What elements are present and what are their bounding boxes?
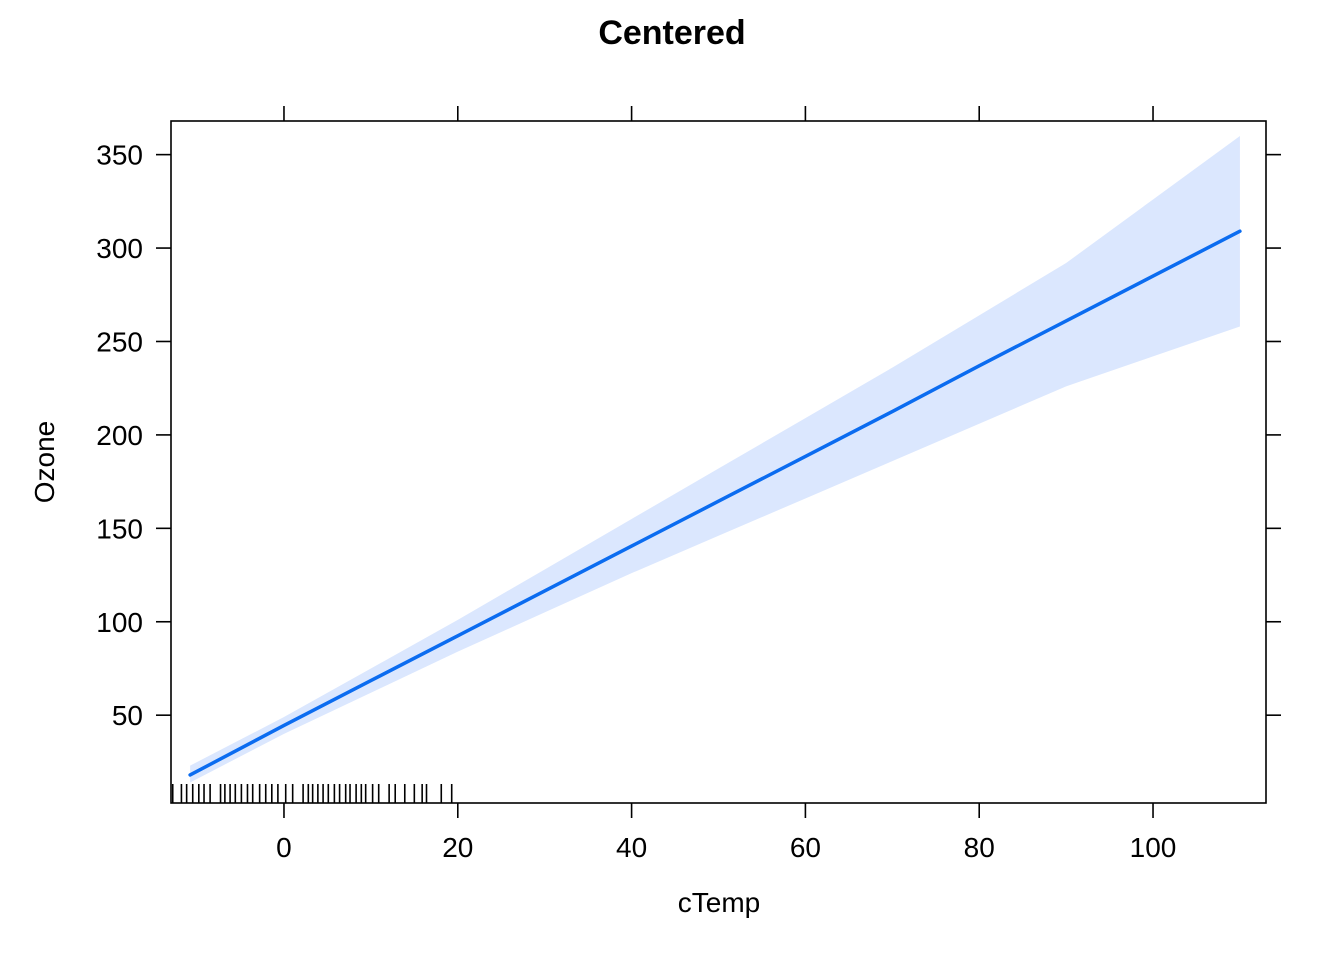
plot-border [170, 120, 1267, 804]
y-tick-label: 350 [96, 140, 143, 171]
x-axis-label: cTemp [678, 887, 760, 918]
y-tick-label: 300 [96, 233, 143, 264]
rug-layer [171, 784, 453, 803]
series-line-0 [188, 229, 1242, 777]
y-axis-label: Ozone [29, 421, 60, 504]
chart-title: Centered [598, 14, 745, 52]
x-tick-label: 100 [1130, 832, 1177, 863]
y-tick-label: 200 [96, 420, 143, 451]
x-tick-label: 80 [964, 832, 995, 863]
y-tick-label: 250 [96, 326, 143, 357]
y-tick-label: 150 [96, 513, 143, 544]
y-tick-label: 100 [96, 607, 143, 638]
y-tick-label: 50 [112, 700, 143, 731]
x-tick-label: 40 [616, 832, 647, 863]
x-axis: 0 20 40 60 80 100 [276, 106, 1176, 863]
plot-frame [170, 120, 1267, 804]
x-tick-label: 20 [442, 832, 473, 863]
x-tick-label: 60 [790, 832, 821, 863]
x-tick-label: 0 [276, 832, 292, 863]
y-axis: 50 100 150 200 250 300 350 [96, 140, 1281, 731]
fit-line-layer [188, 229, 1242, 777]
